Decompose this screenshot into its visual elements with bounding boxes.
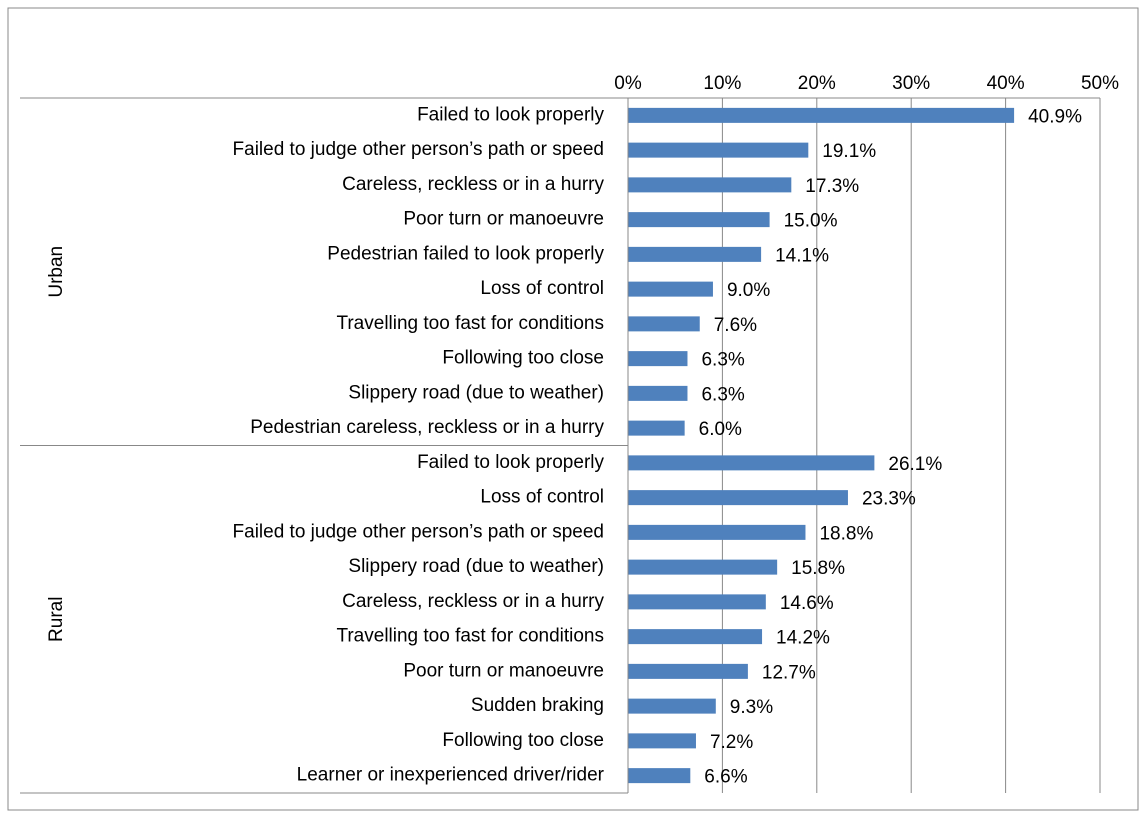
bar [628,212,770,228]
value-label: 19.1% [822,141,876,162]
bar [628,281,713,297]
bar [628,698,716,714]
chart-frame [7,7,1139,811]
value-label: 7.6% [714,315,757,336]
bar [628,107,1015,123]
value-label: 14.2% [776,628,830,649]
category-label: Failed to judge other person’s path or s… [233,139,604,160]
bar [628,768,691,784]
value-label: 6.3% [701,384,744,405]
category-label: Poor turn or manoeuvre [403,209,604,230]
bar [628,316,700,332]
bar [628,455,875,471]
category-label: Following too close [442,348,604,369]
value-label: 12.7% [762,662,816,683]
category-label: Loss of control [480,278,604,299]
category-label: Failed to judge other person’s path or s… [233,521,604,542]
x-tick-label: 50% [1081,73,1119,94]
x-tick-label: 0% [614,73,642,94]
bar [628,629,763,645]
x-tick-label: 10% [703,73,741,94]
value-label: 6.6% [704,767,747,788]
category-label: Careless, reckless or in a hurry [342,591,604,612]
bar [628,142,809,158]
category-label: Following too close [442,730,604,751]
category-label: Slippery road (due to weather) [348,556,604,577]
x-tick-label: 40% [987,73,1025,94]
value-label: 40.9% [1028,106,1082,127]
category-label: Loss of control [480,487,604,508]
bar [628,420,685,436]
bar [628,351,688,367]
category-label: Pedestrian careless, reckless or in a hu… [250,417,604,438]
category-label: Failed to look properly [417,452,604,473]
category-label: Careless, reckless or in a hurry [342,174,604,195]
category-label: Pedestrian failed to look properly [327,243,604,264]
value-label: 26.1% [888,454,942,475]
group-label: Rural [46,597,67,642]
category-label: Sudden braking [471,695,604,716]
value-label: 18.8% [819,523,873,544]
bar [628,490,848,506]
value-label: 14.1% [775,245,829,266]
category-label: Slippery road (due to weather) [348,382,604,403]
value-label: 6.0% [699,419,742,440]
category-label: Failed to look properly [417,104,604,125]
value-label: 14.6% [780,593,834,614]
x-tick-label: 20% [798,73,836,94]
category-label: Poor turn or manoeuvre [403,660,604,681]
bar [628,594,766,610]
bar [628,385,688,401]
category-label: Travelling too fast for conditions [336,313,604,334]
bar [628,246,762,262]
category-label: Learner or inexperienced driver/rider [297,765,605,786]
value-label: 15.8% [791,558,845,579]
value-label: 17.3% [805,176,859,197]
bar [628,524,806,540]
value-label: 9.0% [727,280,770,301]
category-label: Travelling too fast for conditions [336,626,604,647]
group-label: Urban [46,246,67,298]
value-label: 23.3% [862,489,916,510]
bar [628,559,778,575]
bar [628,177,792,193]
bar [628,663,748,679]
value-label: 6.3% [701,350,744,371]
value-label: 7.2% [710,732,753,753]
value-label: 9.3% [730,697,773,718]
value-label: 15.0% [784,211,838,232]
bar [628,733,696,749]
x-tick-label: 30% [892,73,930,94]
